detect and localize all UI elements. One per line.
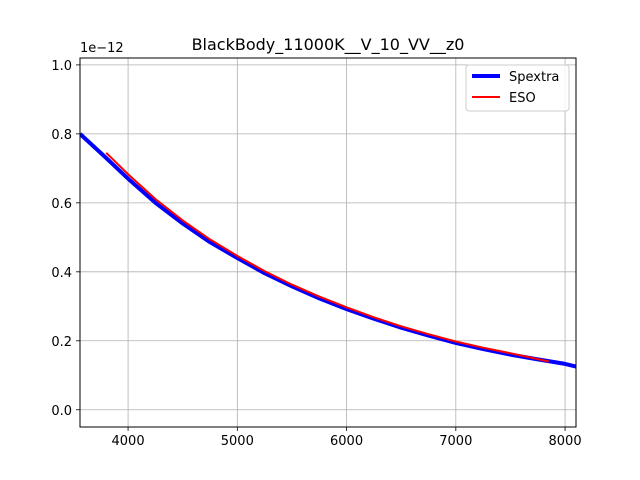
legend-label-eso: ESO [509,91,536,106]
x-tick-label: 8000 [549,434,582,449]
series-layer [80,132,576,369]
x-tick-label: 4000 [112,434,145,449]
series-line-eso [105,152,549,363]
chart-title: BlackBody_11000K__V_10_VV__z0 [192,35,465,55]
y-tick-label: 0.6 [51,197,72,212]
x-tick-label: 5000 [221,434,254,449]
y-tick-label: 0.2 [51,335,72,350]
y-offset-label: 1e−12 [80,41,124,56]
axis-ticks: 4000 5000 6000 7000 8000 0.0 0.2 0.4 0.6 0.8 1.0 [51,59,581,449]
plot-frame [79,57,577,428]
legend-label-spextra: Spextra [509,70,559,85]
x-tick-label: 6000 [330,434,363,449]
y-tick-label: 0.0 [51,404,72,419]
legend: Spextra ESO [465,64,570,112]
y-tick-label: 0.8 [51,128,72,143]
series-line-spextra [80,132,576,369]
y-tick-label: 1.0 [51,59,72,74]
x-tick-label: 7000 [439,434,472,449]
y-tick-label: 0.4 [51,266,72,281]
